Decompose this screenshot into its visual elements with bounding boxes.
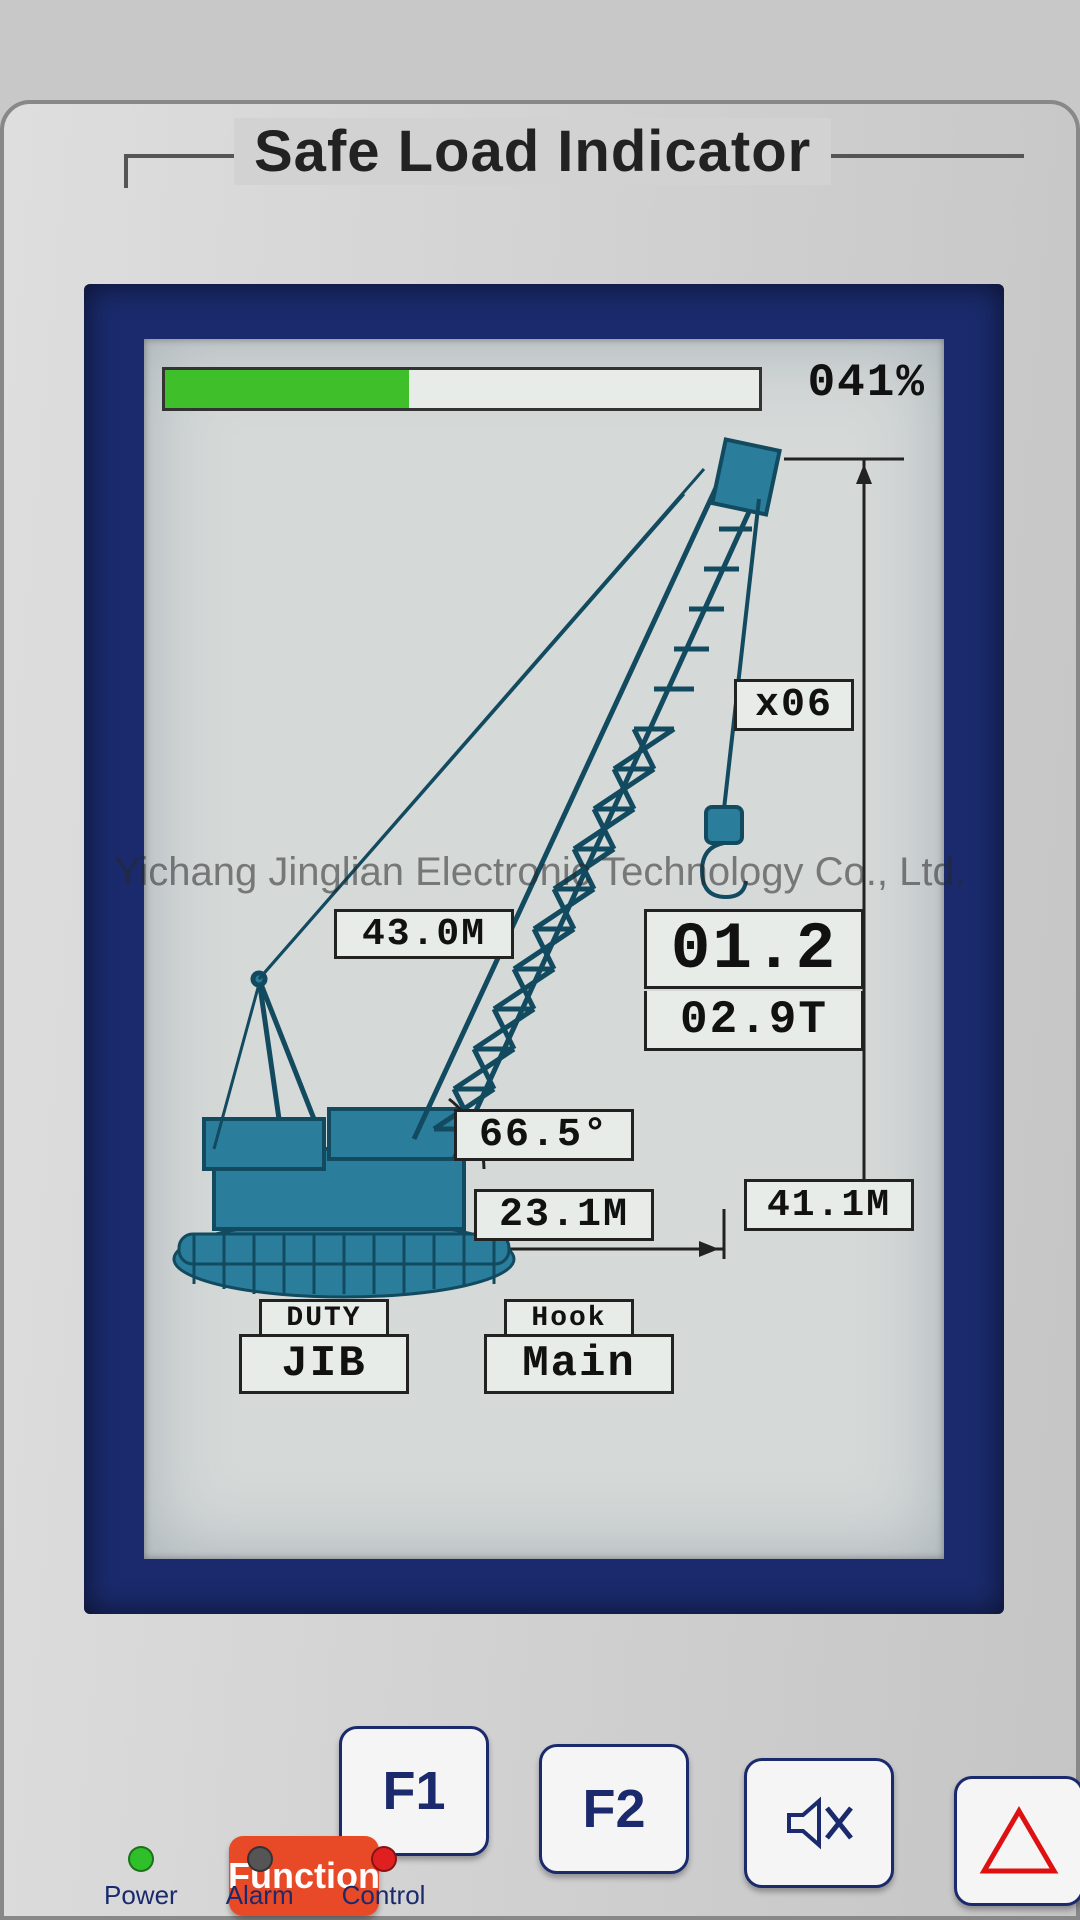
led-row: Power Alarm Control bbox=[104, 1846, 425, 1911]
boom-length-value: 43.0M bbox=[334, 909, 514, 959]
lcd-screen: 041% bbox=[144, 339, 944, 1559]
title-frame: Safe Load Indicator bbox=[124, 154, 1024, 214]
power-led-label: Power bbox=[104, 1880, 178, 1911]
control-led-label: Control bbox=[342, 1880, 426, 1911]
hook-label: Hook bbox=[504, 1299, 634, 1337]
actual-load-value: 01.2 bbox=[644, 909, 864, 989]
mute-button[interactable] bbox=[744, 1758, 894, 1888]
hook-value: Main bbox=[484, 1334, 674, 1394]
alarm-led-item: Alarm bbox=[226, 1846, 294, 1911]
power-led-item: Power bbox=[104, 1846, 178, 1911]
control-led bbox=[371, 1846, 397, 1872]
duty-label: DUTY bbox=[259, 1299, 389, 1337]
duty-box: DUTY JIB bbox=[259, 1299, 409, 1394]
radius-value: 23.1M bbox=[474, 1189, 654, 1241]
duty-value: JIB bbox=[239, 1334, 409, 1394]
device-panel: Safe Load Indicator 041% bbox=[0, 100, 1080, 1920]
panel-title: Safe Load Indicator bbox=[234, 118, 831, 185]
parts-of-line-value: x06 bbox=[734, 679, 854, 731]
warning-button[interactable] bbox=[954, 1776, 1080, 1906]
f2-button[interactable]: F2 bbox=[539, 1744, 689, 1874]
alarm-led bbox=[247, 1846, 273, 1872]
power-led bbox=[128, 1846, 154, 1872]
boom-angle-value: 66.5° bbox=[454, 1109, 634, 1161]
screen-bezel: 041% bbox=[84, 284, 1004, 1614]
button-row: F1 F2 Function Power Alarm bbox=[84, 1696, 1064, 1916]
hook-box: Hook Main bbox=[504, 1299, 674, 1394]
speaker-mute-icon bbox=[779, 1793, 859, 1853]
height-value: 41.1M bbox=[744, 1179, 914, 1231]
control-led-item: Control bbox=[342, 1846, 426, 1911]
warning-icon bbox=[979, 1806, 1059, 1876]
rated-load-value: 02.9T bbox=[644, 991, 864, 1051]
alarm-led-label: Alarm bbox=[226, 1880, 294, 1911]
